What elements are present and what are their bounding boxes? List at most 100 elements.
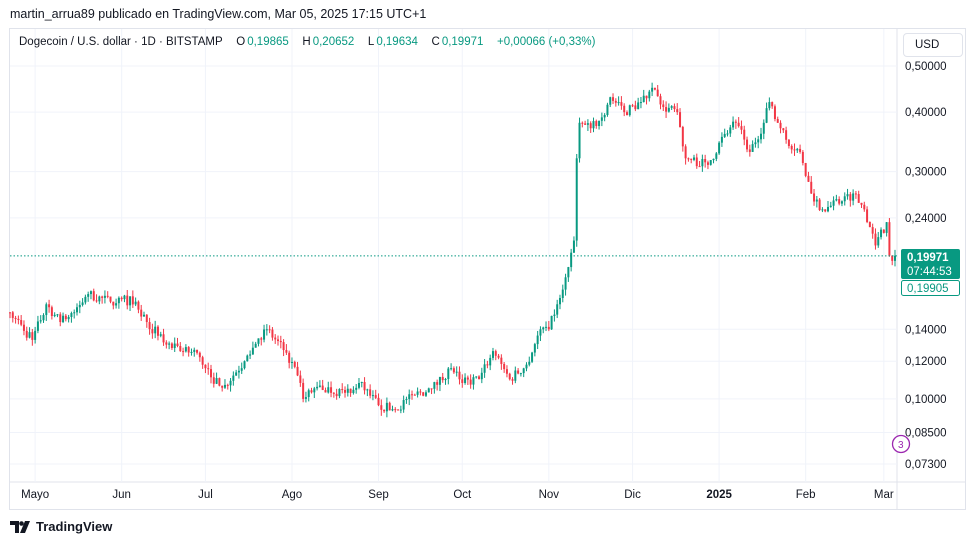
candle-body: [553, 314, 556, 316]
candle-body: [656, 89, 659, 97]
high-value: 0,20652: [312, 36, 355, 48]
candle-body: [165, 342, 168, 345]
candle-body: [92, 291, 95, 301]
candle: [89, 290, 92, 300]
candle: [299, 370, 302, 387]
candle-body: [271, 329, 274, 338]
x-tick-label: Oct: [453, 489, 472, 501]
candle-body: [483, 364, 486, 373]
candle-body: [89, 291, 92, 295]
candle-body: [709, 160, 712, 165]
candle: [313, 386, 316, 399]
candle-body: [659, 96, 662, 105]
candle-body: [489, 357, 492, 366]
candle: [101, 295, 104, 304]
candle-body: [533, 344, 536, 353]
candle-body: [129, 296, 132, 306]
candle: [92, 288, 95, 302]
candle-body: [137, 301, 140, 310]
candle: [226, 383, 229, 390]
candle-body: [762, 122, 765, 134]
badge-secondary-price: 0,19905: [907, 283, 949, 295]
candle-body: [773, 106, 776, 120]
candle-body: [676, 109, 679, 113]
candle-body: [341, 389, 344, 391]
candle-body: [888, 222, 891, 256]
candle: [874, 228, 877, 250]
candle: [595, 119, 598, 129]
candle: [240, 362, 243, 374]
candle-body: [232, 375, 235, 381]
y-tick-label: 0,40000: [905, 107, 947, 119]
candle-body: [64, 315, 67, 320]
currency-button[interactable]: USD: [903, 33, 963, 57]
candle-body: [109, 296, 112, 302]
candle: [807, 171, 810, 183]
candle-body: [452, 368, 455, 373]
candle-body: [639, 102, 642, 104]
grid: [10, 29, 966, 510]
candle: [670, 105, 673, 111]
candle: [843, 192, 846, 206]
candle-body: [190, 351, 193, 353]
candle-body: [821, 209, 824, 211]
candle-body: [584, 123, 587, 125]
candle: [411, 390, 414, 400]
x-tick-label: Sep: [368, 489, 388, 501]
chart-frame: [9, 28, 966, 510]
candle: [360, 381, 363, 388]
candle-body: [210, 369, 213, 378]
candle-body: [249, 354, 252, 356]
candle: [625, 110, 628, 116]
candle: [648, 89, 651, 102]
candle-body: [318, 385, 321, 387]
candle: [472, 374, 475, 390]
candle: [162, 328, 165, 346]
candle-body: [399, 409, 402, 411]
candle-body: [558, 298, 561, 305]
candle: [173, 337, 176, 352]
candle: [606, 102, 609, 117]
candle-body: [801, 151, 804, 163]
x-tick-label: Feb: [796, 489, 816, 501]
candle: [268, 325, 271, 334]
symbol-title: Dogecoin / U.S. dollar · 1D · BITSTAMP: [19, 36, 223, 48]
event-marker-icon[interactable]: 3: [891, 434, 911, 454]
candle: [564, 273, 567, 296]
y-tick-label: 0,08500: [905, 428, 947, 440]
candle-body: [296, 366, 299, 376]
candle-body: [411, 394, 414, 396]
candle: [316, 381, 319, 391]
candle: [399, 405, 402, 414]
candle-body: [28, 332, 31, 338]
candle: [726, 130, 729, 137]
candle-body: [11, 312, 14, 318]
candle: [656, 85, 659, 97]
candle: [871, 223, 874, 239]
candle-body: [268, 329, 271, 331]
candle: [578, 117, 581, 163]
candle-body: [690, 158, 693, 160]
candle-body: [288, 352, 291, 363]
candle: [441, 372, 444, 383]
candle: [718, 141, 721, 155]
candle: [539, 326, 542, 342]
tradingview-logo[interactable]: TradingView: [10, 519, 112, 534]
candle-body: [162, 334, 165, 343]
candle-body: [472, 377, 475, 385]
candle: [369, 384, 372, 399]
candle: [815, 196, 818, 208]
candle: [598, 120, 601, 130]
candle: [385, 397, 388, 418]
candle: [676, 103, 679, 115]
candle: [25, 326, 28, 341]
candle-body: [274, 337, 277, 340]
candle: [455, 366, 458, 377]
candle: [782, 127, 785, 133]
candle: [868, 221, 871, 228]
candle-body: [103, 295, 106, 298]
candle: [464, 373, 467, 385]
candle: [143, 311, 146, 317]
candle-body: [790, 146, 793, 150]
